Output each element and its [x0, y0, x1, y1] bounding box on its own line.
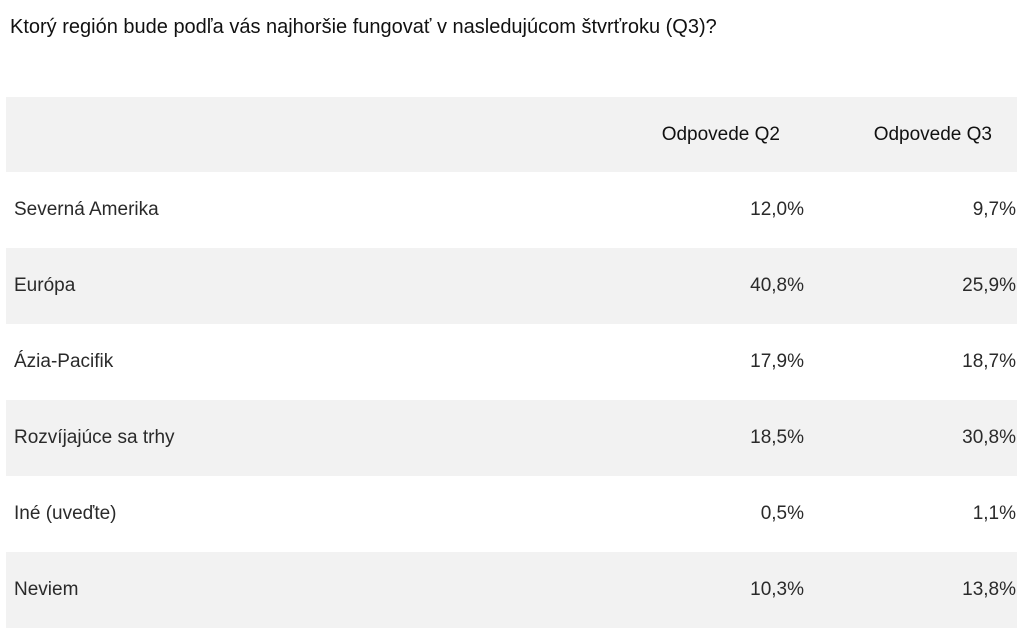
table-row: Európa 40,8% 25,9% — [6, 248, 1017, 324]
row-label: Ázia-Pacifik — [14, 351, 114, 372]
row-label: Iné (uveďte) — [14, 503, 117, 524]
table-row: Neviem 10,3% 13,8% — [6, 552, 1017, 628]
row-q3-value: 1,1% — [972, 503, 1016, 524]
row-q2-value: 18,5% — [750, 427, 804, 448]
row-label: Neviem — [14, 579, 79, 600]
table-header-row: Odpovede Q2 Odpovede Q3 — [6, 97, 1017, 172]
row-q2-value: 12,0% — [750, 199, 804, 220]
row-q2-value: 10,3% — [750, 579, 804, 600]
row-q2-value: 0,5% — [760, 503, 804, 524]
row-q3-value: 9,7% — [972, 199, 1016, 220]
row-q2-value: 17,9% — [750, 351, 804, 372]
table-row: Severná Amerika 12,0% 9,7% — [6, 172, 1017, 248]
table-row: Rozvíjajúce sa trhy 18,5% 30,8% — [6, 400, 1017, 476]
header-q2: Odpovede Q2 — [661, 123, 780, 145]
header-q3: Odpovede Q3 — [873, 123, 992, 145]
row-label: Rozvíjajúce sa trhy — [14, 427, 175, 448]
page-title: Ktorý región bude podľa vás najhoršie fu… — [10, 16, 717, 38]
row-q3-value: 18,7% — [962, 351, 1016, 372]
row-label: Európa — [14, 275, 76, 296]
table-row: Iné (uveďte) 0,5% 1,1% — [6, 476, 1017, 552]
row-q3-value: 30,8% — [962, 427, 1016, 448]
row-q3-value: 25,9% — [962, 275, 1016, 296]
row-q3-value: 13,8% — [962, 579, 1016, 600]
row-label: Severná Amerika — [14, 199, 159, 220]
row-q2-value: 40,8% — [750, 275, 804, 296]
results-table: Odpovede Q2 Odpovede Q3 Severná Amerika … — [6, 97, 1017, 628]
table-row: Ázia-Pacifik 17,9% 18,7% — [6, 324, 1017, 400]
